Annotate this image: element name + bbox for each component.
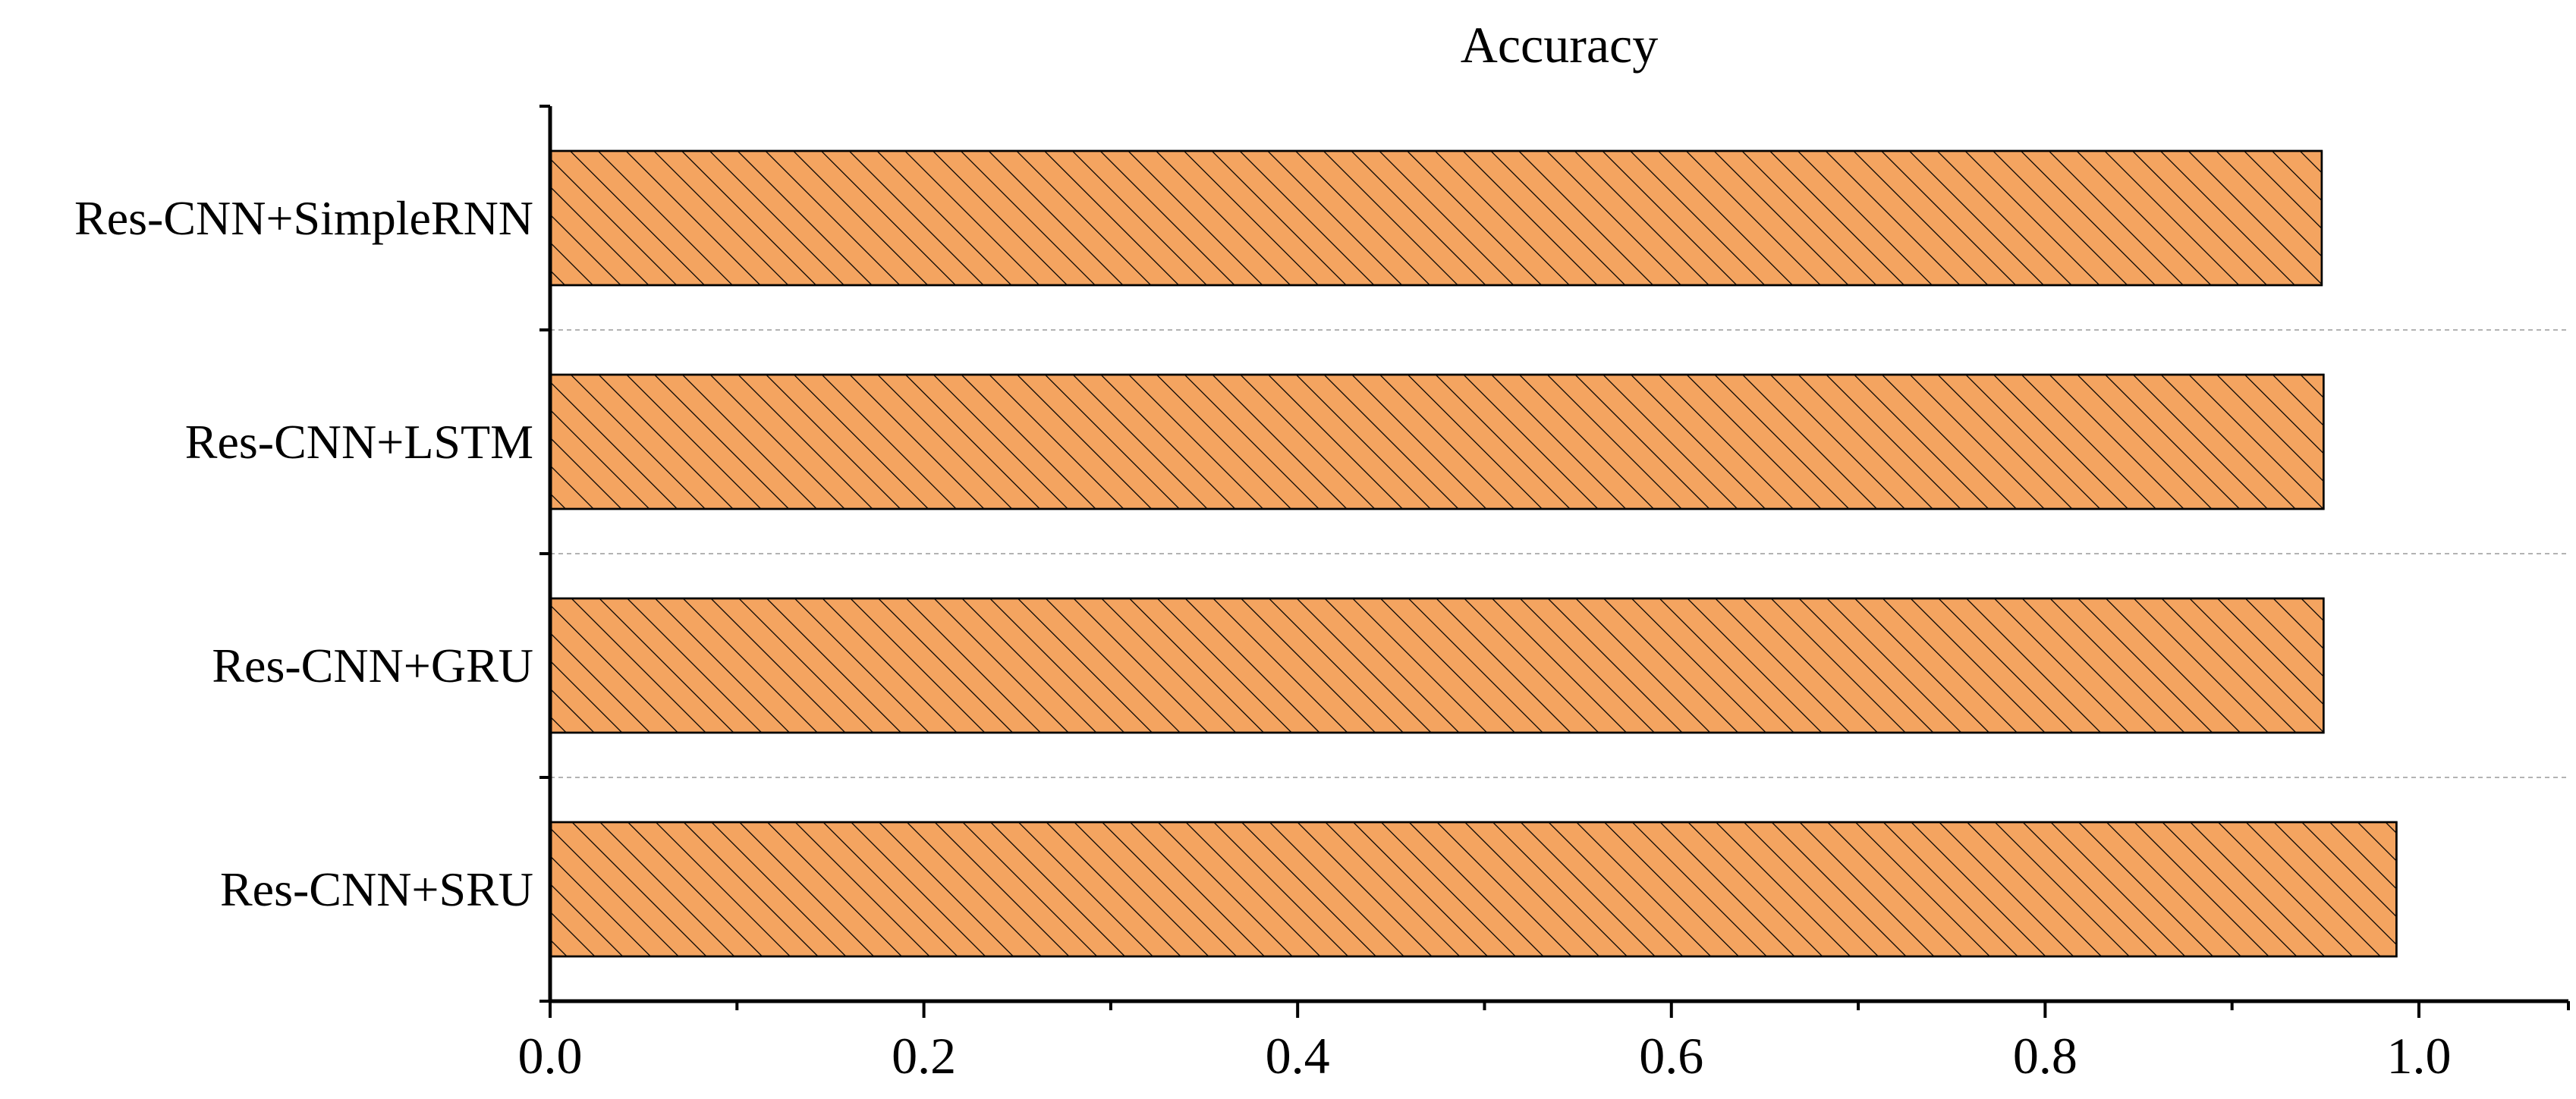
x-tick-label: 0.6 bbox=[1639, 1027, 1703, 1085]
chart-title: Accuracy bbox=[1461, 16, 1658, 74]
bar-hatch bbox=[549, 597, 2325, 734]
bars bbox=[549, 149, 2398, 958]
bar-hatch bbox=[549, 149, 2323, 287]
x-tick-label: 0.4 bbox=[1266, 1027, 1330, 1085]
x-tick-label: 1.0 bbox=[2386, 1027, 2451, 1085]
bar-hatch bbox=[549, 821, 2398, 958]
category-label: Res-CNN+LSTM bbox=[185, 415, 533, 469]
category-label: Res-CNN+SimpleRNN bbox=[74, 191, 533, 245]
x-tick-label: 0.0 bbox=[518, 1027, 583, 1085]
category-label: Res-CNN+GRU bbox=[212, 639, 533, 692]
axes bbox=[539, 105, 2570, 1018]
grid-lines bbox=[550, 329, 2568, 778]
x-tick-label: 0.8 bbox=[2013, 1027, 2077, 1085]
category-label: Res-CNN+SRU bbox=[220, 862, 533, 916]
tick-labels: Res-CNN+SimpleRNN Res-CNN+LSTM Res-CNN+GRU… bbox=[74, 191, 2451, 1085]
bar-hatch bbox=[549, 373, 2325, 510]
x-tick-label: 0.2 bbox=[892, 1027, 956, 1085]
